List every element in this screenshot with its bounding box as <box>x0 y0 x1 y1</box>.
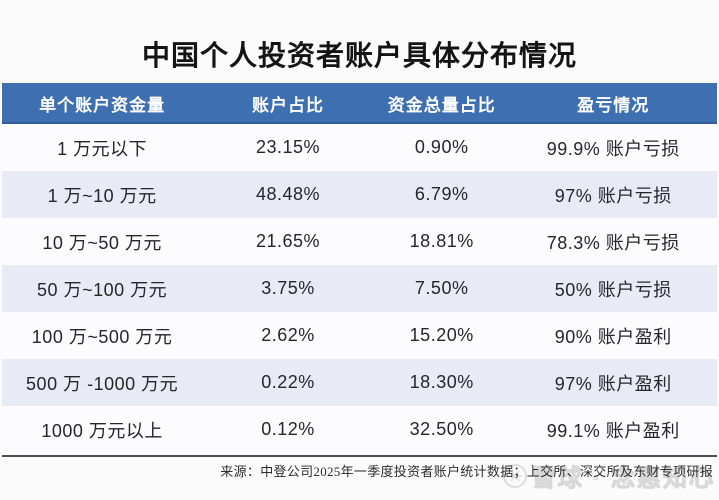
cell-pnl-status: 50% 账户亏损 <box>554 279 672 300</box>
watermark-text: 雪球 · 念惠知心 <box>531 465 715 493</box>
source-note: 来源：中登公司2025年一季度投资者账户统计数据；上交所、深交所及东财专项研报 <box>220 464 713 479</box>
cell-account-pct: 0.22% <box>261 372 315 392</box>
table-row: 1 万元以下 23.15% 0.90% 99.9% 账户亏损 <box>2 124 717 171</box>
cell-capital-pct: 32.50% <box>409 419 474 439</box>
col-header-fund-range: 单个账户资金量 <box>39 96 166 115</box>
cell-capital-pct: 0.90% <box>414 137 469 157</box>
col-header-pnl-status: 盈亏情况 <box>577 96 650 115</box>
table-row: 10 万~50 万元 21.65% 18.81% 78.3% 账户亏损 <box>2 218 717 265</box>
cell-capital-pct: 15.20% <box>409 325 474 345</box>
table-header-row: 单个账户资金量 账户占比 资金总量占比 盈亏情况 <box>2 83 717 124</box>
table-row: 100 万~500 万元 2.62% 15.20% 90% 账户盈利 <box>2 312 717 359</box>
cell-capital-pct: 18.30% <box>409 372 474 392</box>
col-header-capital-pct: 资金总量占比 <box>387 96 496 115</box>
cell-account-pct: 48.48% <box>255 184 321 204</box>
cell-capital-pct: 6.79% <box>414 184 469 204</box>
cell-account-pct: 3.75% <box>261 278 315 298</box>
cell-account-pct: 0.12% <box>261 419 315 439</box>
cell-pnl-status: 97% 账户盈利 <box>554 373 672 394</box>
cell-pnl-status: 97% 账户亏损 <box>554 185 672 206</box>
cell-capital-pct: 18.81% <box>409 231 474 251</box>
table-row: 1 万~10 万元 48.48% 6.79% 97% 账户亏损 <box>2 171 717 218</box>
page-title: 中国个人投资者账户具体分布情况 <box>141 40 577 71</box>
cell-fund-range: 1 万元以下 <box>57 138 148 159</box>
cell-fund-range: 1 万~10 万元 <box>47 185 157 206</box>
cell-capital-pct: 7.50% <box>414 278 469 298</box>
cell-account-pct: 2.62% <box>261 325 315 345</box>
cell-pnl-status: 99.1% 账户盈利 <box>546 420 680 441</box>
footer-divider <box>2 455 717 457</box>
col-header-account-pct: 账户占比 <box>251 96 324 115</box>
xueqiu-snowball-icon <box>502 463 527 488</box>
distribution-table: 单个账户资金量 账户占比 资金总量占比 盈亏情况 1 万元以下 23.15% 0… <box>2 83 717 453</box>
cell-account-pct: 23.15% <box>255 137 321 157</box>
table-row: 50 万~100 万元 3.75% 7.50% 50% 账户亏损 <box>2 265 717 312</box>
cell-fund-range: 1000 万元以上 <box>41 420 163 441</box>
table-row: 500 万 -1000 万元 0.22% 18.30% 97% 账户盈利 <box>2 359 717 406</box>
cell-fund-range: 500 万 -1000 万元 <box>26 373 179 394</box>
cell-fund-range: 10 万~50 万元 <box>42 232 162 253</box>
cell-pnl-status: 78.3% 账户亏损 <box>546 232 680 253</box>
cell-fund-range: 100 万~500 万元 <box>31 326 173 347</box>
cell-pnl-status: 99.9% 账户亏损 <box>546 138 680 159</box>
cell-fund-range: 50 万~100 万元 <box>37 279 168 300</box>
watermark: 雪球 · 念惠知心 <box>502 458 715 493</box>
table-row: 1000 万元以上 0.12% 32.50% 99.1% 账户盈利 <box>2 406 717 453</box>
cell-pnl-status: 90% 账户盈利 <box>554 326 672 347</box>
cell-account-pct: 21.65% <box>255 231 321 251</box>
